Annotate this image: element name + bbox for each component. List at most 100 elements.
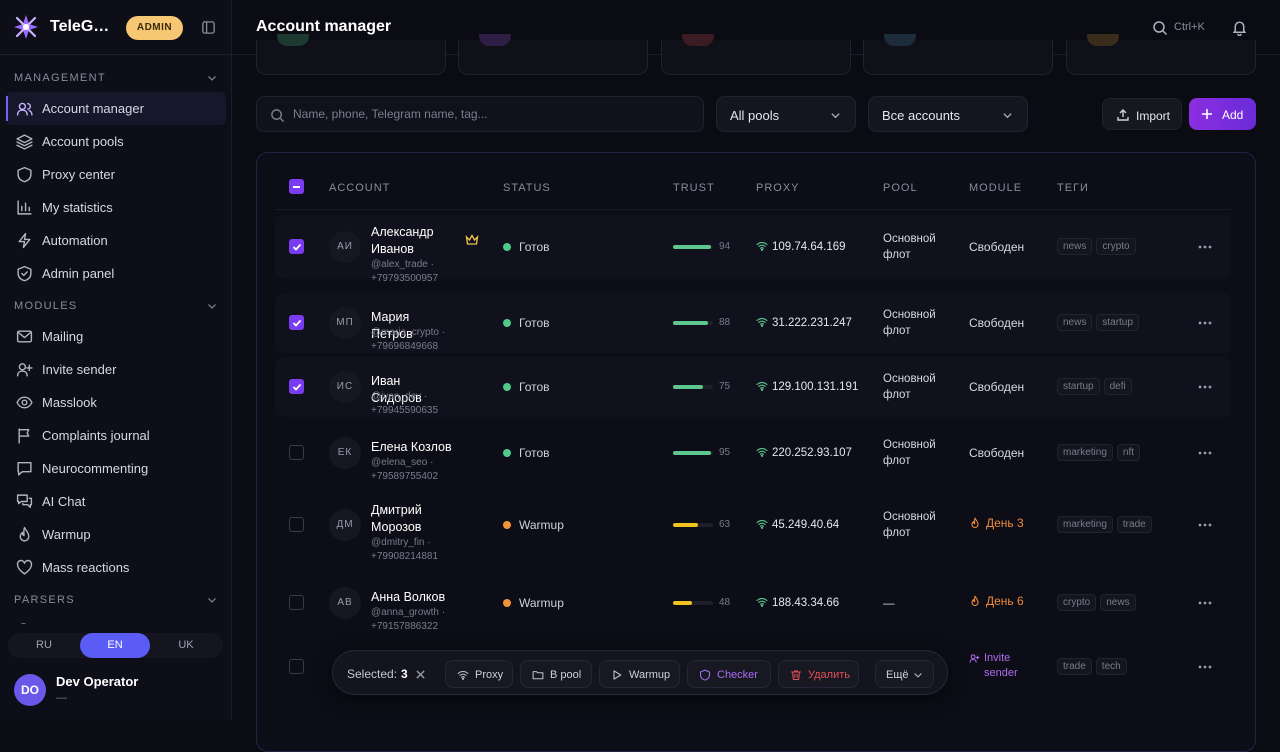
user-profile[interactable]: DO Dev Operator —	[0, 666, 232, 720]
account-name[interactable]: Елена Козлов	[371, 440, 452, 454]
tag[interactable]: trade	[1116, 516, 1152, 533]
sidebar-collapse-icon[interactable]	[201, 20, 216, 35]
search-input[interactable]	[293, 97, 693, 131]
column-header[interactable]: ACCOUNT	[329, 182, 391, 194]
tag[interactable]: news	[1057, 238, 1093, 255]
pool-filter-select[interactable]: All pools	[716, 96, 856, 132]
clear-selection-icon[interactable]	[415, 669, 426, 680]
column-header[interactable]: ТЕГИ	[1057, 182, 1089, 194]
column-header[interactable]: STATUS	[503, 182, 551, 194]
row-checkbox[interactable]	[289, 379, 304, 394]
more-options-icon[interactable]	[1197, 239, 1213, 255]
column-header[interactable]: MODULE	[969, 182, 1023, 194]
search-shortcut[interactable]: Ctrl+K	[1174, 21, 1205, 33]
search-icon[interactable]	[1152, 20, 1168, 36]
pool-name[interactable]: Основной флот	[883, 309, 936, 337]
column-header[interactable]: PROXY	[756, 182, 800, 194]
column-header[interactable]: POOL	[883, 182, 918, 194]
sidebar-item-invite-sender[interactable]: Invite sender	[6, 353, 226, 386]
bulk-more-button[interactable]: Ещё	[875, 660, 934, 688]
table-row[interactable]: Invite sender trade tech	[275, 637, 1231, 697]
lang-ru[interactable]: RU	[36, 639, 52, 651]
row-checkbox[interactable]	[289, 239, 304, 254]
more-options-icon[interactable]	[1197, 379, 1213, 395]
account-filter-select[interactable]: Все accounts	[868, 96, 1028, 132]
bulk-checker-button[interactable]: Checker	[687, 660, 771, 688]
bell-icon[interactable]	[1231, 19, 1248, 36]
more-options-icon[interactable]	[1197, 659, 1213, 675]
proxy-address[interactable]: 109.74.64.169	[756, 240, 846, 253]
sidebar-item-automation[interactable]: Automation	[6, 224, 226, 257]
bulk-удалить-button[interactable]: Удалить	[778, 660, 859, 688]
nav-section-parsers[interactable]: PARSERS	[0, 584, 232, 614]
sidebar-item-parsers[interactable]: Parsers	[6, 614, 226, 624]
lang-uk[interactable]: UK	[178, 639, 194, 651]
proxy-address[interactable]: 129.100.131.191	[756, 380, 858, 393]
more-options-icon[interactable]	[1197, 595, 1213, 611]
select-all-checkbox[interactable]	[289, 179, 304, 194]
tag[interactable]: startup	[1057, 378, 1100, 395]
table-row[interactable]: АИ Александр Иванов @alex_trade · +7979350…	[275, 215, 1231, 284]
sidebar-item-warmup[interactable]: Warmup	[6, 518, 226, 551]
account-name[interactable]: Дмитрий Морозов	[371, 503, 422, 534]
sidebar-item-admin-panel[interactable]: Admin panel	[6, 257, 226, 290]
row-checkbox[interactable]	[289, 595, 304, 610]
more-options-icon[interactable]	[1197, 315, 1213, 331]
tag[interactable]: crypto	[1057, 594, 1097, 611]
row-checkbox[interactable]	[289, 445, 304, 460]
row-checkbox[interactable]	[289, 659, 304, 674]
proxy-address[interactable]: 31.222.231.247	[756, 316, 852, 329]
tag[interactable]: crypto	[1096, 238, 1136, 255]
pool-name[interactable]: —	[883, 598, 895, 610]
tag[interactable]: marketing	[1057, 516, 1113, 533]
account-name[interactable]: Иван Сидоров	[371, 374, 422, 405]
bulk-proxy-button[interactable]: Proxy	[445, 660, 513, 688]
more-options-icon[interactable]	[1197, 445, 1213, 461]
account-name[interactable]: Мария Петров	[371, 310, 413, 341]
table-row[interactable]: МП Мария Петров @maria_crypto · +796968496…	[275, 293, 1231, 353]
bulk-warmup-button[interactable]: Warmup	[599, 660, 680, 688]
tag[interactable]: marketing	[1057, 444, 1113, 461]
proxy-address[interactable]: 188.43.34.66	[756, 596, 839, 609]
chevron-down-icon	[208, 304, 216, 309]
tag[interactable]: news	[1100, 594, 1136, 611]
lang-en[interactable]: EN	[80, 633, 150, 658]
pool-name[interactable]: Основной флот	[883, 233, 936, 261]
sidebar-item-account-pools[interactable]: Account pools	[6, 125, 226, 158]
add-account-button[interactable]: Add	[1189, 98, 1256, 130]
table-row[interactable]: ИС Иван Сидоров @ivan_dev · +79945590635 Го…	[275, 357, 1231, 417]
nav-section-modules[interactable]: MODULES	[0, 290, 232, 320]
sidebar-item-mailing[interactable]: Mailing	[6, 320, 226, 353]
tag[interactable]: trade	[1057, 658, 1092, 675]
tag[interactable]: startup	[1096, 314, 1139, 331]
sidebar-item-account-manager[interactable]: Account manager	[6, 92, 226, 125]
tag[interactable]: news	[1057, 314, 1093, 331]
table-row[interactable]: ЕК Елена Козлов @elena_seo · +79589755402 Г…	[275, 423, 1231, 483]
tag[interactable]: tech	[1095, 658, 1127, 675]
nav-section-management[interactable]: MANAGEMENT	[0, 62, 232, 92]
column-header[interactable]: TRUST	[673, 182, 715, 194]
pool-name[interactable]: Основной флот	[883, 511, 936, 539]
tag[interactable]: nft	[1116, 444, 1141, 461]
table-row[interactable]: ДМ Дмитрий Морозов @dmitry_fin · +79908214…	[275, 489, 1231, 562]
tag[interactable]: defi	[1103, 378, 1132, 395]
more-options-icon[interactable]	[1197, 517, 1213, 533]
sidebar-item-my-statistics[interactable]: My statistics	[6, 191, 226, 224]
sidebar-item-ai-chat[interactable]: AI Chat	[6, 485, 226, 518]
sidebar-item-masslook[interactable]: Masslook	[6, 386, 226, 419]
bulk-в-pool-button[interactable]: В pool	[520, 660, 592, 688]
pool-name[interactable]: Основной флот	[883, 439, 936, 467]
proxy-address[interactable]: 45.249.40.64	[756, 518, 839, 531]
sidebar-item-complaints-journal[interactable]: Complaints journal	[6, 419, 226, 452]
pool-name[interactable]: Основной флот	[883, 373, 936, 401]
sidebar-item-mass-reactions[interactable]: Mass reactions	[6, 551, 226, 584]
proxy-address[interactable]: 220.252.93.107	[756, 446, 852, 459]
import-button[interactable]: Import	[1102, 98, 1182, 130]
sidebar-item-neurocommenting[interactable]: Neurocommenting	[6, 452, 226, 485]
account-name[interactable]: Анна Волков	[371, 590, 446, 604]
table-row[interactable]: АВ Анна Волков @anna_growth · +79157886322…	[275, 573, 1231, 633]
account-name[interactable]: Александр Иванов	[371, 225, 434, 256]
sidebar-item-proxy-center[interactable]: Proxy center	[6, 158, 226, 191]
row-checkbox[interactable]	[289, 315, 304, 330]
row-checkbox[interactable]	[289, 517, 304, 532]
